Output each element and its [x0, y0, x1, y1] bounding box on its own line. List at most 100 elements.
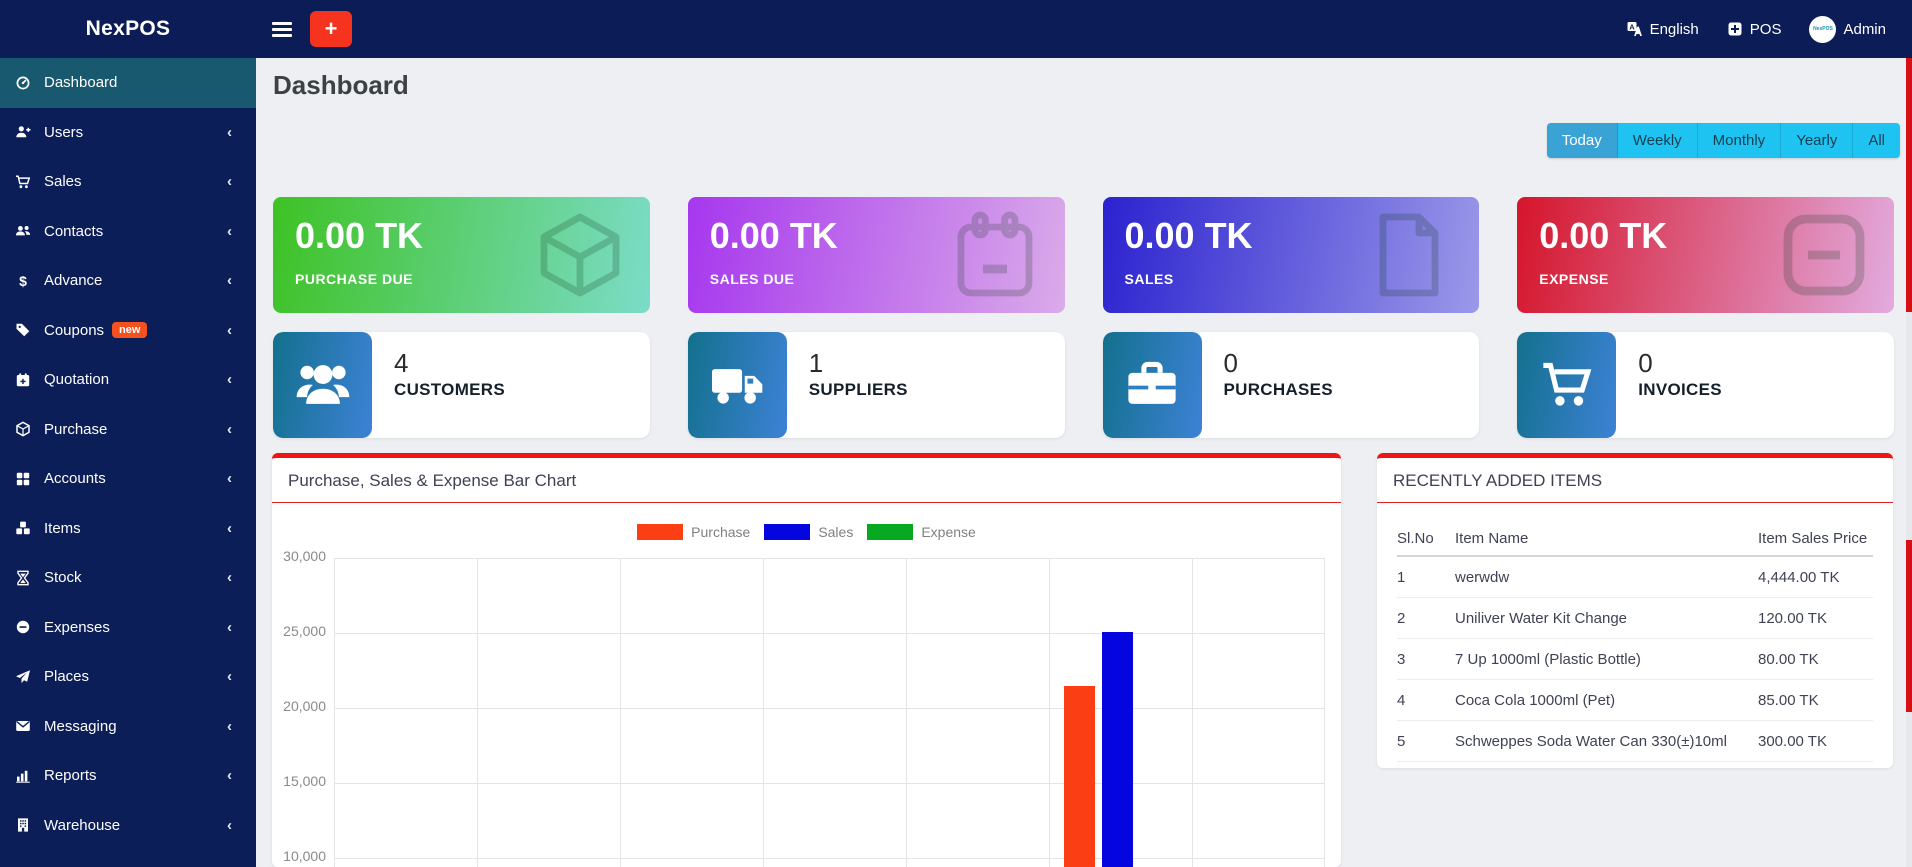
legend-label: Purchase — [691, 524, 751, 540]
svg-text:A: A — [1629, 22, 1635, 31]
count-label: CUSTOMERS — [394, 380, 506, 399]
language-menu[interactable]: A English — [1626, 21, 1699, 38]
sidebar-item-users[interactable]: Users ‹ — [0, 108, 256, 158]
filter-button-today[interactable]: Today — [1546, 123, 1618, 158]
quick-add-button[interactable]: + — [310, 11, 352, 47]
sidebar-item-sales[interactable]: Sales ‹ — [0, 157, 256, 207]
legend-label: Sales — [818, 524, 854, 540]
chevron-left-icon: ‹ — [227, 668, 232, 686]
sidebar-item-warehouse[interactable]: Warehouse ‹ — [0, 801, 256, 851]
cubes-icon — [15, 520, 35, 536]
stat-amount: 0.00 TK — [1539, 215, 1668, 256]
count-value: 0 — [1223, 348, 1238, 378]
sidebar-item-quotation[interactable]: Quotation ‹ — [0, 355, 256, 405]
legend-item-purchase: Purchase — [637, 524, 750, 540]
count-label: SUPPLIERS — [808, 380, 908, 399]
stat-amount: 0.00 TK — [295, 215, 424, 256]
sidebar-item-stock[interactable]: Stock ‹ — [0, 553, 256, 603]
user-plus-icon — [15, 124, 35, 140]
stat-card-purchase-due: 0.00 TK PURCHASE DUE — [273, 197, 650, 313]
count-card-purchases: 0 PURCHASES — [1102, 332, 1480, 438]
stat-card-expense: 0.00 TK EXPENSE — [1517, 197, 1894, 313]
sidebar-item-coupons[interactable]: Coupons new ‹ — [0, 306, 256, 356]
main-content: Dashboard Today Weekly Monthly Yearly All 0.… — [256, 58, 1912, 867]
recent-items-table: Sl.No Item Name Item Sales Price 1 werwdw 4,4… — [1397, 521, 1873, 762]
cell-price: 85.00 TK — [1758, 691, 1819, 709]
sidebar-item-expenses[interactable]: Expenses ‹ — [0, 603, 256, 653]
gridline-horizontal — [334, 858, 1325, 859]
cell-price: 120.00 TK — [1758, 609, 1827, 627]
sidebar-item-label: Quotation — [44, 371, 110, 389]
gridline-vertical — [1049, 558, 1050, 867]
legend-item-sales: Sales — [764, 524, 853, 540]
y-axis-tick: 15,000 — [283, 773, 326, 789]
cell-price: 300.00 TK — [1758, 732, 1827, 750]
cell-item-name: Uniliver Water Kit Change — [1455, 609, 1628, 627]
recent-items-title: RECENTLY ADDED ITEMS — [1377, 458, 1893, 503]
chevron-left-icon: ‹ — [227, 321, 232, 339]
sidebar-item-places[interactable]: Places ‹ — [0, 652, 256, 702]
filter-button-monthly[interactable]: Monthly — [1697, 123, 1782, 158]
sidebar-item-contacts[interactable]: Contacts ‹ — [0, 207, 256, 257]
sidebar-item-label: Contacts — [44, 222, 104, 240]
gridline-vertical — [334, 558, 335, 867]
chevron-left-icon: ‹ — [227, 618, 232, 636]
cell-item-name: 7 Up 1000ml (Plastic Bottle) — [1455, 650, 1641, 668]
sidebar-item-label: Reports — [44, 767, 97, 785]
pos-menu[interactable]: POS — [1727, 21, 1781, 38]
count-card-invoices: 0 INVOICES — [1517, 332, 1894, 438]
count-card-row: 4 CUSTOMERS 1 SUPPLIERS 0 PURCHASES 0 INVOICES — [273, 332, 1894, 438]
filter-button-yearly[interactable]: Yearly — [1781, 123, 1854, 158]
table-row: 2 Uniliver Water Kit Change 120.00 TK — [1397, 598, 1873, 639]
panels-row: Purchase, Sales & Expense Bar Chart Purc… — [272, 453, 1894, 867]
brand-box: NexPOS — [0, 17, 256, 41]
col-header-item-name: Item Name — [1455, 529, 1529, 547]
sidebar-item-accounts[interactable]: Accounts ‹ — [0, 454, 256, 504]
gridline-horizontal — [334, 708, 1325, 709]
cell-price: 4,444.00 TK — [1758, 568, 1840, 586]
sidebar-item-items[interactable]: Items ‹ — [0, 504, 256, 554]
sidebar-item-reports[interactable]: Reports ‹ — [0, 751, 256, 801]
page-scrollbar-track[interactable] — [1906, 58, 1912, 867]
dollar-icon: $ — [15, 273, 35, 289]
page-scrollbar-thumb[interactable] — [1906, 58, 1912, 312]
filter-button-weekly[interactable]: Weekly — [1617, 123, 1698, 158]
user-menu[interactable]: NexPOS Admin — [1809, 15, 1886, 43]
cell-price: 80.00 TK — [1758, 650, 1819, 668]
cell-slno: 5 — [1397, 732, 1406, 750]
stat-label: PURCHASE DUE — [295, 271, 414, 287]
legend-swatch — [764, 524, 811, 540]
chevron-left-icon: ‹ — [227, 371, 232, 389]
sidebar-item-advance[interactable]: $ Advance ‹ — [0, 256, 256, 306]
sidebar-item-purchase[interactable]: Purchase ‹ — [0, 405, 256, 455]
cube-outline-icon — [532, 207, 628, 303]
table-row: 5 Schweppes Soda Water Can 330(±)10ml 300.… — [1397, 721, 1873, 762]
filter-button-all[interactable]: All — [1853, 123, 1900, 158]
table-header-row: Sl.No Item Name Item Sales Price — [1397, 521, 1873, 557]
sidebar-item-label: Coupons — [44, 321, 105, 339]
sidebar-nav: Dashboard Users ‹ Sales ‹ Contacts ‹ $ Advance ‹ C… — [0, 58, 256, 867]
stat-label: SALES DUE — [709, 271, 795, 287]
gridline-vertical — [1324, 558, 1325, 867]
cell-item-name: Schweppes Soda Water Can 330(±)10ml — [1455, 732, 1727, 750]
brand-logo: NexPOS — [85, 17, 171, 40]
stat-amount: 0.00 TK — [709, 215, 838, 256]
bar-sales — [1102, 632, 1133, 867]
chevron-left-icon: ‹ — [227, 569, 232, 587]
sidebar-item-label: Accounts — [44, 470, 106, 488]
chart-legend: Purchase Sales Expense — [272, 524, 1341, 540]
col-header-price: Item Sales Price — [1758, 529, 1868, 547]
sidebar-item-dashboard[interactable]: Dashboard — [0, 58, 256, 108]
chevron-left-icon: ‹ — [227, 767, 232, 785]
chevron-left-icon: ‹ — [227, 173, 232, 191]
count-value: 1 — [808, 348, 824, 378]
sidebar-item-messaging[interactable]: Messaging ‹ — [0, 702, 256, 752]
building-icon — [15, 817, 35, 833]
chevron-left-icon: ‹ — [227, 222, 232, 240]
cell-item-name: Coca Cola 1000ml (Pet) — [1455, 691, 1616, 709]
sidebar-item-label: Expenses — [44, 618, 110, 636]
page-scrollbar-thumb-lower[interactable] — [1906, 540, 1912, 712]
gridline-vertical — [906, 558, 907, 867]
hamburger-menu-icon[interactable] — [272, 21, 292, 37]
bar-chart-panel: Purchase, Sales & Expense Bar Chart Purc… — [272, 453, 1341, 867]
